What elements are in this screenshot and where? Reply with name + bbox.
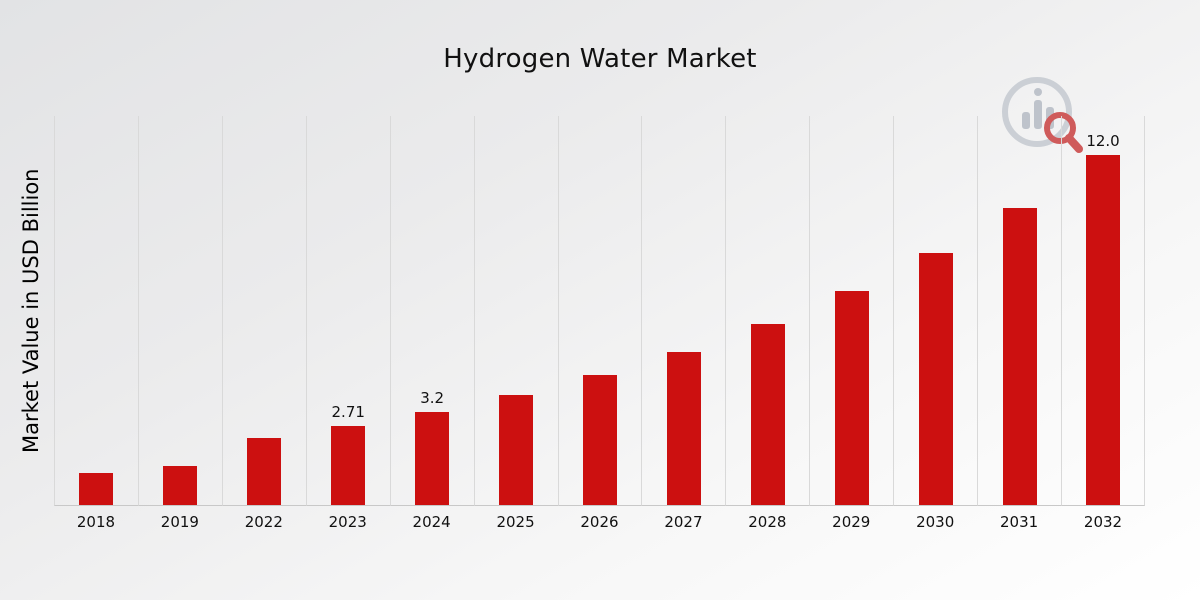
chart-column-area bbox=[221, 116, 306, 506]
x-tick-label: 2019 bbox=[160, 513, 199, 531]
x-tick-label: 2022 bbox=[244, 513, 283, 531]
bar-2023 bbox=[331, 426, 366, 505]
chart-column-area bbox=[809, 116, 894, 506]
chart-column: 2030 bbox=[893, 116, 978, 534]
logo-magnifier-icon bbox=[1044, 112, 1083, 153]
chart-column-area bbox=[557, 116, 642, 506]
x-tick-label: 2026 bbox=[580, 513, 619, 531]
x-tick-label: 2018 bbox=[76, 513, 116, 531]
logo-circle-icon bbox=[1002, 77, 1072, 147]
chart-column-area bbox=[473, 116, 558, 506]
bar-2028 bbox=[750, 324, 785, 505]
bar-2025 bbox=[499, 394, 534, 505]
chart-title: Hydrogen Water Market bbox=[443, 44, 757, 74]
bar-value-label: 3.2 bbox=[420, 388, 445, 407]
bar-2032 bbox=[1086, 155, 1121, 505]
chart-column: 2022 bbox=[221, 116, 306, 534]
chart-column-area bbox=[137, 116, 222, 506]
bar-2031 bbox=[1002, 208, 1037, 505]
chart-area: Market Value in USD Billion 2018 2019 2022… bbox=[0, 116, 1200, 534]
chart-column: 12.0 2032 bbox=[1061, 116, 1145, 534]
bar-2024 bbox=[415, 411, 450, 505]
bar-value-label: 2.71 bbox=[331, 403, 365, 422]
bar-2019 bbox=[163, 465, 198, 505]
bar-2022 bbox=[247, 437, 282, 505]
chart-column-area bbox=[893, 116, 978, 506]
chart-column: 2019 bbox=[137, 116, 222, 534]
chart-column: 2027 bbox=[641, 116, 726, 534]
bar-2018 bbox=[79, 472, 114, 505]
y-axis-label: Market Value in USD Billion bbox=[19, 168, 43, 454]
chart-column: 2031 bbox=[977, 116, 1062, 534]
x-tick-label: 2029 bbox=[832, 513, 871, 531]
x-tick-label: 2030 bbox=[916, 513, 955, 531]
x-tick-label: 2024 bbox=[412, 513, 451, 531]
x-tick-label: 2032 bbox=[1083, 513, 1123, 531]
bar-chart-plot: 2018 2019 2022 2.71 2023 3.2 2024 2025 2026 2027 2… bbox=[54, 116, 1145, 534]
chart-column: 2029 bbox=[809, 116, 894, 534]
chart-column: 2028 bbox=[725, 116, 810, 534]
x-tick-label: 2028 bbox=[748, 513, 787, 531]
chart-column: 3.2 2024 bbox=[389, 116, 474, 534]
chart-column-area: 2.71 bbox=[305, 116, 390, 506]
logo-bars-icon bbox=[1022, 88, 1054, 129]
bar-2026 bbox=[582, 375, 617, 505]
chart-column-area bbox=[977, 116, 1062, 506]
chart-column-area bbox=[725, 116, 810, 506]
x-tick-label: 2025 bbox=[496, 513, 535, 531]
chart-column: 2026 bbox=[557, 116, 642, 534]
x-tick-label: 2031 bbox=[1000, 513, 1039, 531]
x-tick-label: 2023 bbox=[328, 513, 367, 531]
bar-2027 bbox=[666, 351, 701, 505]
chart-column: 2025 bbox=[473, 116, 558, 534]
brand-logo bbox=[1002, 77, 1083, 153]
chart-column: 2.71 2023 bbox=[305, 116, 390, 534]
x-tick-label: 2027 bbox=[664, 513, 703, 531]
chart-column-area: 12.0 bbox=[1061, 116, 1145, 506]
chart-column-area bbox=[641, 116, 726, 506]
bar-2029 bbox=[834, 291, 869, 505]
chart-column: 2018 bbox=[54, 116, 138, 534]
bar-2030 bbox=[918, 253, 953, 505]
chart-column-area bbox=[54, 116, 138, 506]
chart-column-area: 3.2 bbox=[389, 116, 474, 506]
bar-value-label: 12.0 bbox=[1086, 132, 1120, 151]
